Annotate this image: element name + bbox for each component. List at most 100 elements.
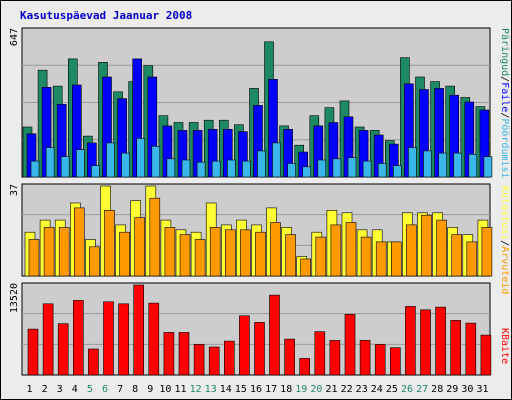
requests-bar-3-day-21 (332, 158, 342, 178)
visits-bar-2-day-19 (300, 258, 312, 277)
kbytes-bar-1-day-8 (133, 284, 144, 376)
visits-axis-max: 37 (9, 184, 20, 196)
kbytes-bar-1-day-15 (239, 315, 250, 376)
visits-bar-2-day-18 (285, 234, 296, 277)
legend-top-part-4: Pöördumisi (499, 118, 510, 178)
day-label: 24 (371, 384, 383, 395)
visits-bar-2-day-27 (421, 214, 432, 277)
requests-bar-3-day-8 (136, 138, 145, 178)
visits-bar-2-day-23 (360, 236, 372, 277)
day-label: 20 (310, 384, 322, 395)
day-label: 1 (26, 384, 32, 395)
kbytes-bar-1-day-14 (224, 340, 235, 376)
day-label: 2 (42, 384, 48, 395)
visits-bar-2-day-8 (134, 217, 145, 277)
visits-bar-2-day-10 (164, 227, 176, 277)
visits-bar-2-day-30 (466, 241, 478, 277)
day-label: 14 (220, 384, 232, 395)
kbytes-bar-1-day-13 (208, 346, 220, 376)
kbytes-bar-1-day-6 (103, 301, 114, 376)
kbytes-bar-1-day-27 (420, 309, 431, 376)
requests-bar-3-day-29 (453, 152, 463, 178)
requests-bar-3-day-25 (392, 165, 402, 178)
day-label: 18 (280, 384, 292, 395)
panel-kbytes: 13520 (9, 282, 492, 376)
requests-bar-3-day-12 (196, 161, 206, 178)
requests-bar-3-day-3 (60, 156, 70, 178)
requests-bar-3-day-27 (423, 150, 432, 178)
requests-bar-3-day-30 (468, 154, 478, 178)
visits-bar-2-day-24 (375, 241, 387, 277)
requests-bar-3-day-16 (257, 150, 266, 178)
legend-visits-sites: Külastusi/Arvuteid (499, 186, 510, 294)
kbytes-axis-max: 13520 (9, 283, 20, 313)
requests-axis-max: 647 (9, 28, 20, 46)
visits-bar-2-day-6 (104, 210, 115, 277)
chart-title: Kasutuspäevad Jaanuar 2008 (20, 9, 192, 22)
kbytes-bar-1-day-31 (480, 334, 492, 376)
visits-bar-2-day-31 (481, 227, 493, 277)
kbytes-bar-1-day-21 (329, 340, 341, 376)
requests-bar-3-day-31 (483, 156, 493, 178)
kbytes-bar-1-day-22 (344, 314, 356, 376)
requests-bar-3-day-20 (317, 159, 327, 178)
legend-middle-part-2: Arvuteid (499, 246, 510, 294)
visits-bar-2-day-9 (149, 197, 161, 277)
visits-bar-2-day-21 (330, 224, 342, 277)
requests-bar-3-day-26 (408, 147, 417, 178)
kbytes-bar-1-day-10 (163, 332, 175, 376)
day-label: 23 (356, 384, 368, 395)
visits-bar-2-day-22 (345, 222, 357, 277)
legend-kbytes: KBaite (499, 328, 510, 364)
kbytes-bar-1-day-1 (27, 328, 39, 376)
legend-top-part-0: Päringud (499, 28, 510, 76)
day-label: 7 (117, 384, 123, 395)
day-label: 28 (431, 384, 443, 395)
day-label: 9 (147, 384, 153, 395)
visits-bar-2-day-16 (255, 231, 266, 277)
kbytes-bar-1-day-28 (435, 306, 446, 376)
day-label: 26 (401, 384, 413, 395)
requests-bar-3-day-14 (227, 159, 236, 178)
visits-bar-2-day-4 (74, 207, 85, 277)
requests-bar-3-day-1 (30, 160, 40, 178)
day-label: 21 (325, 384, 337, 395)
requests-bar-3-day-15 (242, 160, 251, 178)
kbytes-bar-1-day-30 (465, 322, 477, 376)
requests-bar-3-day-5 (91, 165, 100, 178)
visits-bar-2-day-7 (119, 231, 130, 277)
kbytes-bar-1-day-3 (57, 323, 69, 376)
day-label: 19 (295, 384, 307, 395)
requests-bar-3-day-23 (362, 160, 372, 178)
requests-bar-3-day-2 (45, 147, 55, 178)
kbytes-bar-1-day-17 (269, 294, 280, 376)
day-label: 8 (132, 384, 138, 395)
day-label: 12 (190, 384, 202, 395)
legend-top-part-3: / (499, 112, 510, 118)
day-label: 11 (174, 384, 186, 395)
day-label: 6 (102, 384, 108, 395)
visits-bar-2-day-11 (179, 234, 191, 277)
visits-bar-2-day-26 (406, 224, 417, 277)
kbytes-bar-1-day-26 (405, 306, 416, 376)
day-label: 17 (265, 384, 277, 395)
kbytes-bar-1-day-29 (450, 320, 462, 376)
requests-bar-3-day-24 (377, 163, 387, 178)
visits-bar-2-day-14 (225, 229, 236, 277)
day-label: 31 (476, 384, 488, 395)
kbytes-bar-1-day-4 (73, 300, 84, 376)
visits-bar-2-day-3 (58, 227, 70, 277)
requests-bar-3-day-18 (287, 163, 296, 178)
legend-top-part-1: / (499, 76, 510, 82)
visits-bar-2-day-1 (28, 239, 40, 277)
requests-bar-3-day-4 (76, 149, 85, 178)
requests-bar-3-day-9 (151, 146, 161, 178)
kbytes-bar-1-day-20 (314, 331, 326, 376)
requests-bar-3-day-13 (211, 160, 221, 178)
requests-bar-3-day-11 (181, 159, 191, 178)
requests-bar-3-day-19 (302, 166, 312, 178)
panel-visits: 37 (9, 183, 493, 277)
visits-bar-2-day-2 (43, 227, 55, 277)
day-label: 16 (250, 384, 262, 395)
